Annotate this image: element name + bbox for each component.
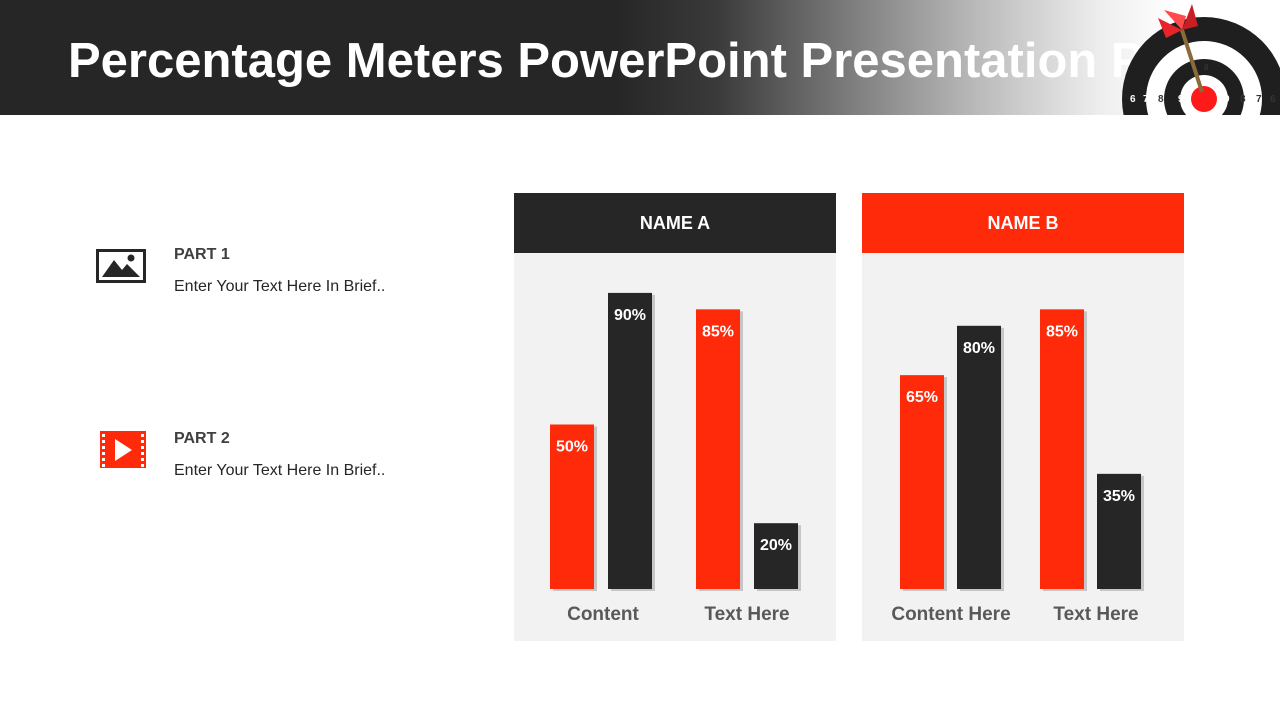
- bar-value-label: 50%: [556, 439, 588, 456]
- bar-chart-name-a: 50% 90% 85% 20% Content Text Here: [550, 292, 801, 625]
- bar-value-label: 20%: [760, 537, 792, 554]
- category-label: Content: [567, 604, 639, 625]
- chart-panel-name-b: NAME B 65% 80% 85% 35% Content Here Text Here: [862, 193, 1184, 641]
- bar-value-label: 35%: [1103, 488, 1135, 505]
- page-title: Percentage Meters PowerPoint Presentatio…: [68, 34, 1207, 88]
- target-number: 8: [1158, 94, 1164, 105]
- bar-content-here-red: [900, 375, 944, 589]
- target-number: 6: [1270, 94, 1276, 105]
- target-number: 7: [1204, 51, 1209, 60]
- part-2-text: Enter Your Text Here In Brief..: [174, 462, 386, 479]
- dartboard-bullseye: [1191, 86, 1217, 112]
- chart-title: NAME A: [514, 193, 836, 253]
- bar-value-label: 80%: [963, 340, 995, 357]
- bar-content-dark: [608, 292, 652, 589]
- dartboard-icon: 6 7 8 9 9 8 7 6 6 7 8: [1122, 4, 1280, 115]
- target-number: 7: [1143, 94, 1149, 105]
- part-2-title: PART 2: [174, 430, 230, 447]
- target-number: 6: [1204, 40, 1209, 49]
- image-icon: [96, 249, 146, 283]
- part-2-item: PART 2 Enter Your Text Here In Brief..: [96, 428, 436, 488]
- bar-text-here-red: [696, 309, 740, 589]
- category-label: Text Here: [704, 604, 789, 625]
- bar-text-here-dark: [754, 523, 798, 589]
- part-1-title: PART 1: [174, 246, 230, 263]
- target-number: 6: [1130, 94, 1136, 105]
- bar-value-label: 85%: [702, 323, 734, 340]
- part-1-text: Enter Your Text Here In Brief..: [174, 278, 386, 295]
- bar-chart-name-b: 65% 80% 85% 35% Content Here Text Here: [891, 309, 1144, 625]
- category-label: Content Here: [891, 604, 1010, 625]
- bar-value-label: 90%: [614, 307, 646, 324]
- chart-panel-name-a: NAME A 50% 90% 85% 20% Content Text Here: [514, 193, 836, 641]
- target-number: 8: [1240, 94, 1246, 105]
- video-icon: [100, 431, 146, 468]
- target-number: 7: [1256, 94, 1262, 105]
- bar-text-here-red: [1040, 309, 1084, 589]
- bar-content-here-dark: [957, 325, 1001, 589]
- target-number: 9: [1178, 94, 1184, 105]
- dart-icon: [1158, 4, 1204, 93]
- chart-title: NAME B: [862, 193, 1184, 253]
- category-label: Text Here: [1053, 604, 1138, 625]
- target-number: 9: [1224, 94, 1230, 105]
- title-banner: Percentage Meters PowerPoint Presentatio…: [0, 0, 1280, 115]
- part-1-item: PART 1 Enter Your Text Here In Brief..: [96, 244, 436, 304]
- bar-value-label: 65%: [906, 389, 938, 406]
- bar-content-red: [550, 424, 594, 589]
- bar-text-here-dark: [1097, 473, 1141, 589]
- target-number: 8: [1204, 63, 1209, 72]
- bar-value-label: 85%: [1046, 323, 1078, 340]
